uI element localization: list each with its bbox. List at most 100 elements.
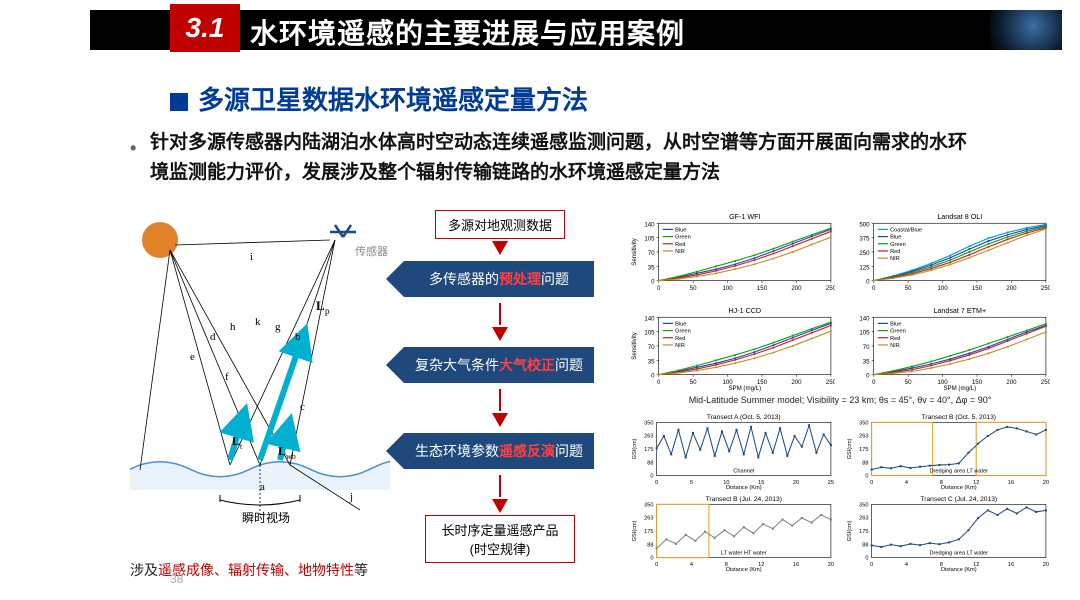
svg-text:SPM (mg/L): SPM (mg/L) bbox=[943, 385, 976, 392]
header-title: 水环境遥感的主要进展与应用案例 bbox=[250, 12, 685, 52]
svg-text:Dredging area LT water: Dredging area LT water bbox=[929, 551, 988, 557]
sensitivity-chart: 03570105140050100150200250GF-1 WFIBlueGr… bbox=[630, 210, 835, 298]
svg-text:0: 0 bbox=[657, 285, 661, 292]
flow-step-3: 生态环境参数遥感反演问题 bbox=[404, 433, 594, 469]
svg-text:150: 150 bbox=[757, 285, 768, 292]
svg-text:Blue: Blue bbox=[675, 227, 686, 233]
svg-text:20: 20 bbox=[1043, 480, 1049, 486]
svg-text:Channel: Channel bbox=[733, 469, 754, 475]
svg-text:LT water HT water: LT water HT water bbox=[721, 551, 767, 557]
svg-text:0: 0 bbox=[872, 285, 876, 292]
svg-text:35: 35 bbox=[648, 358, 655, 365]
svg-text:50: 50 bbox=[690, 285, 697, 292]
bullet-square-icon bbox=[170, 93, 188, 111]
svg-text:Distance (Km): Distance (Km) bbox=[941, 485, 977, 490]
svg-text:Distance (Km): Distance (Km) bbox=[941, 567, 977, 572]
svg-text:Landsat 7 ETM+: Landsat 7 ETM+ bbox=[933, 307, 986, 315]
bullet-dot-icon: • bbox=[130, 134, 136, 163]
svg-text:175: 175 bbox=[859, 447, 868, 453]
svg-text:70: 70 bbox=[648, 344, 655, 351]
svg-text:i: i bbox=[250, 251, 253, 263]
svg-text:350: 350 bbox=[644, 502, 653, 508]
svg-text:Distance (Km): Distance (Km) bbox=[726, 485, 762, 490]
svg-text:h: h bbox=[230, 321, 236, 333]
svg-text:NIR: NIR bbox=[675, 249, 685, 255]
svg-text:GF-1 WFI: GF-1 WFI bbox=[729, 213, 760, 221]
svg-text:b: b bbox=[295, 331, 301, 343]
svg-text:50: 50 bbox=[690, 379, 697, 386]
svg-text:175: 175 bbox=[859, 529, 868, 535]
svg-text:0: 0 bbox=[872, 379, 876, 386]
svg-text:c: c bbox=[300, 401, 305, 413]
svg-text:Transect A (Oct. 5, 2013): Transect A (Oct. 5, 2013) bbox=[707, 414, 781, 421]
svg-text:20: 20 bbox=[828, 562, 834, 568]
svg-text:16: 16 bbox=[793, 562, 799, 568]
svg-text:350: 350 bbox=[859, 502, 868, 508]
svg-text:50: 50 bbox=[905, 285, 912, 292]
svg-text:105: 105 bbox=[859, 330, 870, 337]
svg-text:250: 250 bbox=[1041, 285, 1050, 292]
svg-text:Red: Red bbox=[675, 336, 685, 342]
svg-text:0: 0 bbox=[866, 279, 870, 286]
svg-text:Coastal/Blue: Coastal/Blue bbox=[890, 227, 922, 233]
svg-text:Sensitivity: Sensitivity bbox=[631, 331, 638, 360]
svg-text:105: 105 bbox=[644, 330, 655, 337]
svg-text:Transect B (Jul. 24, 2013): Transect B (Jul. 24, 2013) bbox=[706, 496, 782, 503]
svg-text:35: 35 bbox=[648, 264, 655, 271]
svg-text:0: 0 bbox=[651, 373, 655, 380]
ifov-label: 瞬时视场 bbox=[242, 510, 290, 525]
globe-decoration bbox=[990, 10, 1062, 50]
svg-text:0: 0 bbox=[865, 556, 868, 562]
svg-text:375: 375 bbox=[859, 236, 870, 243]
svg-text:L: L bbox=[316, 298, 325, 313]
page-number: 38 bbox=[170, 572, 183, 586]
svg-text:88: 88 bbox=[862, 460, 868, 466]
sensor-label: 传感器 bbox=[355, 245, 388, 258]
svg-text:5: 5 bbox=[690, 480, 693, 486]
svg-text:0: 0 bbox=[655, 562, 658, 568]
svg-text:500: 500 bbox=[859, 221, 870, 228]
svg-text:0: 0 bbox=[870, 480, 873, 486]
arrow-down-icon bbox=[492, 327, 508, 341]
svg-text:Transect B (Oct. 5, 2013): Transect B (Oct. 5, 2013) bbox=[922, 414, 996, 421]
svg-text:140: 140 bbox=[644, 221, 655, 228]
svg-text:L: L bbox=[232, 434, 240, 448]
flow-column: 多源对地观测数据 多传感器的预处理问题 复杂大气条件大气校正问题 生态环境参数遥… bbox=[400, 210, 600, 563]
svg-text:200: 200 bbox=[791, 285, 802, 292]
svg-text:Red: Red bbox=[890, 336, 900, 342]
svg-text:Blue: Blue bbox=[675, 321, 686, 327]
svg-text:4: 4 bbox=[905, 480, 908, 486]
svg-text:175: 175 bbox=[644, 447, 653, 453]
svg-text:NIR: NIR bbox=[675, 343, 685, 349]
svg-text:g: g bbox=[275, 321, 281, 333]
transect-charts-grid: 0881752633500510152025Transect A (Oct. 5… bbox=[630, 412, 1050, 572]
section-number-tab: 3.1 bbox=[170, 4, 240, 52]
svg-text:GSI(cm): GSI(cm) bbox=[632, 520, 638, 541]
svg-text:88: 88 bbox=[647, 460, 653, 466]
svg-text:4: 4 bbox=[905, 562, 908, 568]
svg-text:150: 150 bbox=[972, 285, 983, 292]
radiative-transfer-diagram: 传感器 bbox=[130, 210, 390, 540]
svg-text:25: 25 bbox=[828, 480, 834, 486]
charts-mid-caption: Mid-Latitude Summer model; Visibility = … bbox=[630, 395, 1050, 405]
svg-text:70: 70 bbox=[648, 250, 655, 257]
body-paragraph: • 针对多源传感器内陆湖泊水体高时空动态连续遥感监测问题，从时空谱等方面开展面向… bbox=[150, 128, 970, 189]
svg-text:125: 125 bbox=[859, 264, 870, 271]
svg-text:SPM (mg/L): SPM (mg/L) bbox=[728, 385, 761, 392]
flow-top-box: 多源对地观测数据 bbox=[435, 210, 565, 239]
flow-step-2: 复杂大气条件大气校正问题 bbox=[404, 347, 594, 383]
svg-text:j: j bbox=[349, 491, 353, 503]
svg-text:263: 263 bbox=[859, 434, 868, 440]
svg-text:Landsat 8 OLI: Landsat 8 OLI bbox=[937, 213, 982, 221]
svg-text:0: 0 bbox=[866, 373, 870, 380]
svg-text:Red: Red bbox=[675, 242, 685, 248]
flow-step-1: 多传感器的预处理问题 bbox=[404, 261, 594, 297]
transect-chart: 088175263350048121620Transect B (Jul. 24… bbox=[630, 494, 835, 572]
svg-text:a: a bbox=[260, 481, 265, 493]
svg-text:0: 0 bbox=[870, 562, 873, 568]
svg-text:263: 263 bbox=[644, 434, 653, 440]
svg-text:Blue: Blue bbox=[890, 235, 901, 241]
svg-text:Red: Red bbox=[890, 249, 900, 255]
svg-text:263: 263 bbox=[859, 516, 868, 522]
svg-text:Transect C (Jul. 24, 2013): Transect C (Jul. 24, 2013) bbox=[920, 496, 997, 503]
